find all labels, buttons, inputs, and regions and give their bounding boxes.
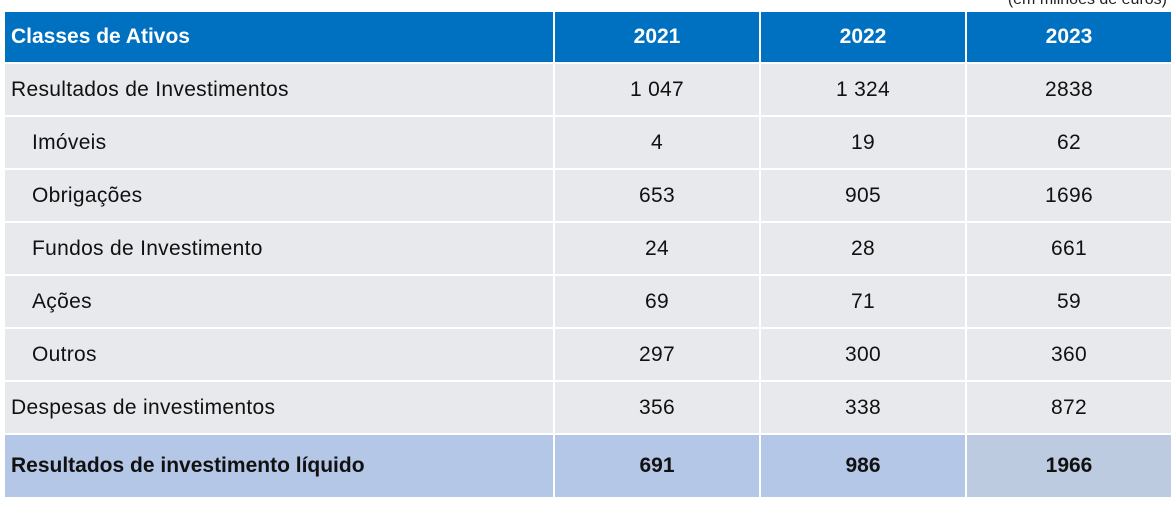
row-label: Resultados de Investimentos xyxy=(5,64,553,115)
table-row: Fundos de Investimento 24 28 661 xyxy=(5,223,1171,274)
row-label: Obrigações xyxy=(5,170,553,221)
table-row: Ações 69 71 59 xyxy=(5,276,1171,327)
cell-value: 360 xyxy=(967,329,1171,380)
cell-value: 356 xyxy=(555,382,759,433)
cell-value: 71 xyxy=(761,276,965,327)
row-label: Ações xyxy=(5,276,553,327)
header-year-2021: 2021 xyxy=(555,12,759,62)
total-value: 1966 xyxy=(967,435,1171,497)
asset-classes-table: Classes de Ativos 2021 2022 2023 Resulta… xyxy=(3,10,1173,499)
cell-value: 297 xyxy=(555,329,759,380)
row-label: Fundos de Investimento xyxy=(5,223,553,274)
cell-value: 905 xyxy=(761,170,965,221)
total-value: 986 xyxy=(761,435,965,497)
table-row: Outros 297 300 360 xyxy=(5,329,1171,380)
cell-value: 59 xyxy=(967,276,1171,327)
cell-value: 19 xyxy=(761,117,965,168)
cell-value: 1696 xyxy=(967,170,1171,221)
row-label: Despesas de investimentos xyxy=(5,382,553,433)
cell-value: 300 xyxy=(761,329,965,380)
cell-value: 62 xyxy=(967,117,1171,168)
total-value: 691 xyxy=(555,435,759,497)
cell-value: 24 xyxy=(555,223,759,274)
cell-value: 2838 xyxy=(967,64,1171,115)
cell-value: 1 324 xyxy=(761,64,965,115)
cell-value: 653 xyxy=(555,170,759,221)
cell-value: 4 xyxy=(555,117,759,168)
header-year-2023: 2023 xyxy=(967,12,1171,62)
total-label: Resultados de investimento líquido xyxy=(5,435,553,497)
table-row: Despesas de investimentos 356 338 872 xyxy=(5,382,1171,433)
table-row: Imóveis 4 19 62 xyxy=(5,117,1171,168)
row-label: Outros xyxy=(5,329,553,380)
table-row: Resultados de Investimentos 1 047 1 324 … xyxy=(5,64,1171,115)
cell-value: 69 xyxy=(555,276,759,327)
header-year-2022: 2022 xyxy=(761,12,965,62)
cell-value: 661 xyxy=(967,223,1171,274)
table-header-row: Classes de Ativos 2021 2022 2023 xyxy=(5,12,1171,62)
cell-value: 872 xyxy=(967,382,1171,433)
cell-value: 28 xyxy=(761,223,965,274)
header-label: Classes de Ativos xyxy=(5,12,553,62)
cell-value: 338 xyxy=(761,382,965,433)
table-row: Obrigações 653 905 1696 xyxy=(5,170,1171,221)
total-row: Resultados de investimento líquido 691 9… xyxy=(5,435,1171,497)
unit-note: (em milhões de euros) xyxy=(1008,0,1167,9)
cell-value: 1 047 xyxy=(555,64,759,115)
row-label: Imóveis xyxy=(5,117,553,168)
